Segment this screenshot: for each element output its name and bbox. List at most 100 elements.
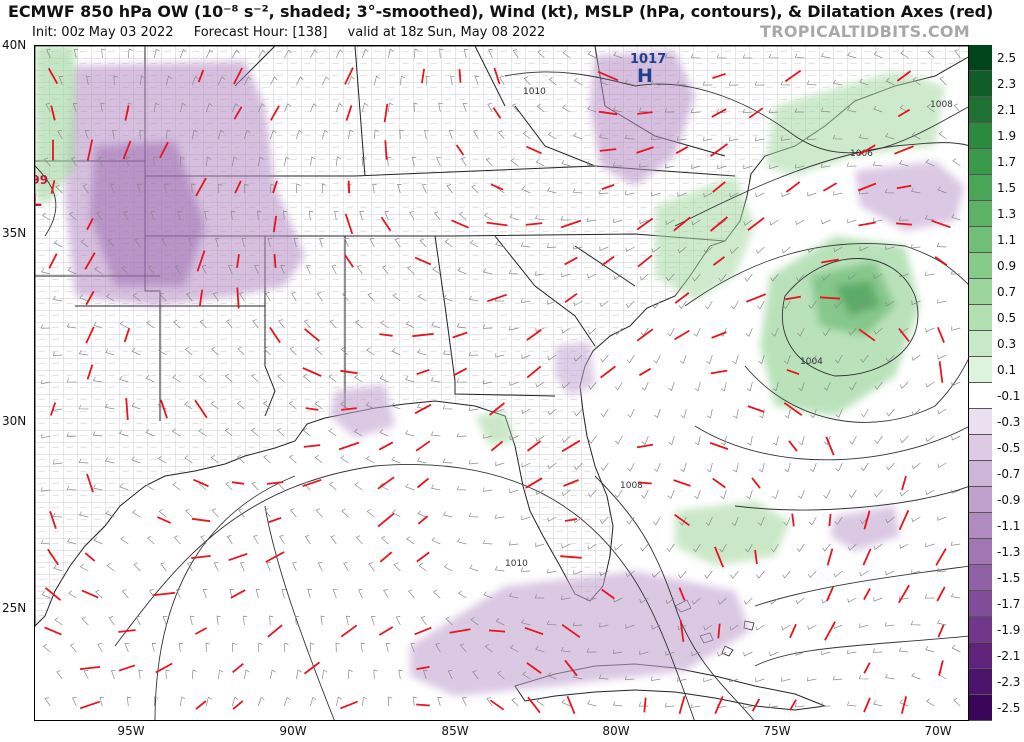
wind-barb xyxy=(251,481,259,491)
colorbar-cell xyxy=(969,227,992,253)
wind-barb xyxy=(436,157,441,167)
colorbar-label: 0.9 xyxy=(997,259,1017,273)
wind-barb xyxy=(495,618,505,626)
wind-barb xyxy=(639,273,649,281)
dilatation-axis xyxy=(938,361,944,383)
wind-barb xyxy=(729,246,739,254)
wind-barb xyxy=(677,677,687,682)
wind-barb xyxy=(191,183,196,194)
wind-barb xyxy=(899,160,909,167)
dilatation-axis xyxy=(636,443,654,449)
wind-barb xyxy=(187,562,193,572)
wind-barb xyxy=(587,700,597,707)
colorbar-label: -0.3 xyxy=(997,415,1021,429)
dilatation-axis xyxy=(44,587,62,601)
wind-barb xyxy=(770,543,779,553)
wind-barb xyxy=(899,595,909,601)
wind-barb xyxy=(302,428,311,437)
wind-barb xyxy=(381,535,389,545)
wind-barb xyxy=(356,265,363,275)
wind-barb xyxy=(872,161,883,167)
wind-barb xyxy=(772,381,779,392)
dilatation-axis xyxy=(47,67,59,85)
wind-barb xyxy=(98,157,103,167)
wind-barb xyxy=(79,563,89,572)
wind-barb xyxy=(536,698,545,707)
wind-barb xyxy=(743,597,753,605)
wind-barb xyxy=(732,462,739,473)
wind-barb xyxy=(145,429,155,437)
wind-barb xyxy=(561,595,571,600)
wind-barb xyxy=(720,381,727,392)
wind-barb xyxy=(146,535,155,545)
wind-barb xyxy=(281,588,287,599)
wind-barb xyxy=(873,51,883,59)
wind-barb xyxy=(898,216,909,221)
wind-barb xyxy=(521,408,531,414)
wind-barb xyxy=(296,76,304,86)
wind-barb xyxy=(469,564,479,572)
wind-barb xyxy=(443,294,453,302)
wind-barb xyxy=(690,53,701,59)
wind-barb xyxy=(42,643,51,653)
wind-barb xyxy=(858,190,869,195)
wind-barb xyxy=(613,218,623,224)
colorbar-cell xyxy=(969,123,992,149)
dilatation-axis xyxy=(858,328,876,342)
dilatation-axis xyxy=(561,439,581,453)
wind-barb xyxy=(899,272,909,278)
dilatation-axis xyxy=(898,327,910,343)
dilatation-axis xyxy=(896,184,912,190)
wind-barb xyxy=(665,273,675,282)
wind-barb xyxy=(162,616,168,626)
wind-barb xyxy=(412,696,418,707)
wind-barb xyxy=(66,378,77,383)
wind-barb xyxy=(314,401,323,410)
wind-barb xyxy=(406,265,415,275)
wind-barb xyxy=(417,293,427,302)
wind-barb xyxy=(951,435,961,441)
wind-barb xyxy=(694,435,701,446)
wind-barb xyxy=(639,219,649,225)
wind-barb xyxy=(561,435,571,443)
wind-barb xyxy=(886,462,895,471)
wind-barb xyxy=(309,642,315,653)
wind-barb xyxy=(153,102,160,113)
lon-label-90w: 90W xyxy=(279,724,307,738)
wind-barb xyxy=(341,508,349,518)
wind-barb xyxy=(806,135,817,141)
wind-barb xyxy=(509,325,519,331)
dilatation-axis xyxy=(597,70,619,82)
wind-barb xyxy=(131,456,141,464)
wind-barb xyxy=(180,48,187,59)
wind-barb xyxy=(147,265,155,275)
wind-barb xyxy=(572,188,583,194)
dilatation-axis xyxy=(416,551,430,563)
wind-barb xyxy=(561,104,571,113)
high-letter: H xyxy=(637,65,653,87)
colorbar-cell xyxy=(969,97,992,123)
wind-barb xyxy=(92,431,103,437)
colorbar-label: -2.3 xyxy=(997,675,1021,689)
wind-barb xyxy=(925,489,935,496)
wind-barb xyxy=(457,538,467,545)
wind-barb xyxy=(821,597,831,604)
wind-barb xyxy=(794,108,805,113)
wind-barb xyxy=(614,489,623,498)
wind-barb xyxy=(391,348,401,356)
wind-barb xyxy=(873,597,883,602)
wind-barb xyxy=(613,543,623,551)
wind-barb xyxy=(199,319,207,329)
wind-barb xyxy=(884,188,895,194)
dilatation-axis xyxy=(710,369,728,375)
wind-barb xyxy=(198,374,207,383)
colorbar-cell xyxy=(969,435,992,461)
wind-barb xyxy=(305,265,311,275)
dilatation-axis xyxy=(896,222,912,226)
site-watermark: TROPICALTIDBITS.COM xyxy=(760,22,970,41)
wind-barb xyxy=(873,217,883,223)
dilatation-axis xyxy=(155,662,173,674)
wind-barb xyxy=(598,674,609,680)
colorbar-label: 0.3 xyxy=(997,337,1017,351)
wind-barb xyxy=(899,489,909,497)
